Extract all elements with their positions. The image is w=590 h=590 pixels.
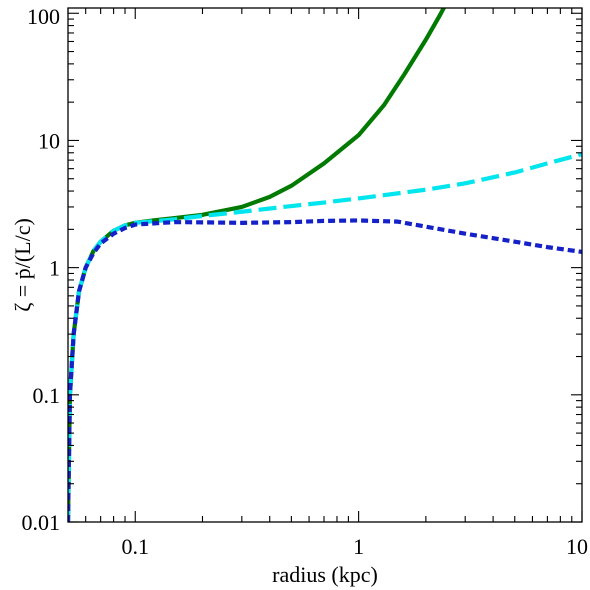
tick-layer: 0.1 1 10 0.01 0.1 1 10 100	[22, 4, 589, 559]
series-line-2	[68, 152, 582, 522]
x-tick-label: 1	[353, 534, 364, 559]
x-tick-label: 10	[566, 534, 588, 559]
x-axis-label: radius (kpc)	[272, 562, 378, 587]
y-tick-label: 1	[49, 256, 60, 281]
series-line-3	[68, 218, 582, 522]
y-tick-label: 0.1	[33, 383, 61, 408]
y-tick-label: 100	[27, 4, 60, 29]
y-axis-label: ζ = ṗ/(L/c)	[10, 218, 35, 312]
x-tick-label: 0.1	[121, 534, 149, 559]
y-tick-label: 10	[38, 128, 60, 153]
y-tick-label: 0.01	[22, 510, 61, 535]
series-layer	[68, 8, 582, 522]
plot-frame	[67, 7, 583, 523]
